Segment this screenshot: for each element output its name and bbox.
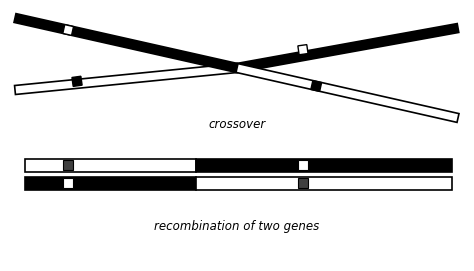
Polygon shape [72, 76, 82, 86]
Polygon shape [311, 80, 322, 91]
Bar [196, 176, 452, 189]
Bar [25, 176, 196, 189]
Text: crossover: crossover [209, 118, 265, 131]
Polygon shape [236, 64, 459, 122]
Bar [63, 178, 73, 188]
Polygon shape [63, 25, 73, 36]
Text: recombination of two genes: recombination of two genes [155, 220, 319, 233]
Bar [298, 160, 308, 170]
Polygon shape [15, 63, 237, 95]
Bar [25, 159, 196, 172]
Bar [196, 159, 452, 172]
Bar [63, 160, 73, 170]
Polygon shape [14, 14, 238, 72]
Polygon shape [236, 24, 459, 72]
Polygon shape [298, 45, 308, 55]
Bar [298, 178, 308, 188]
